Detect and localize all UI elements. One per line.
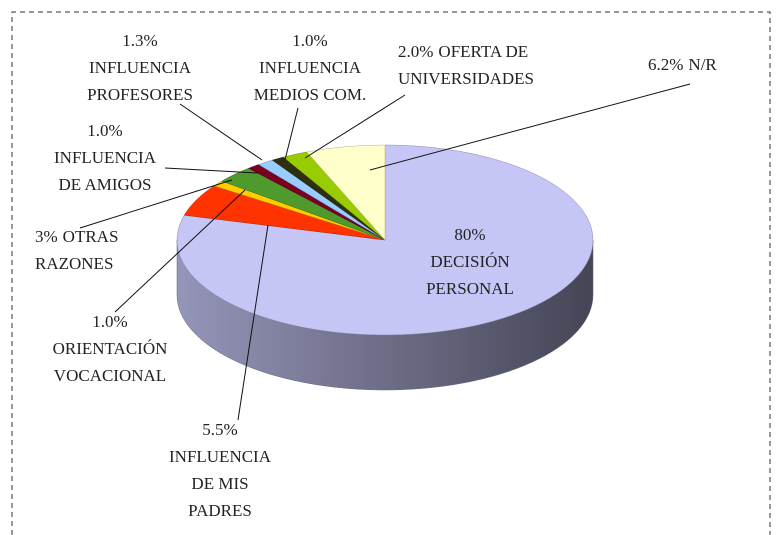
category-label: N/R — [688, 55, 717, 74]
category-label: ORIENTACIÓN VOCACIONAL — [53, 339, 168, 385]
category-label: INFLUENCIA DE MIS PADRES — [169, 447, 272, 520]
category-label: INFLUENCIA DE AMIGOS — [54, 148, 157, 194]
value-label: 5.5% — [202, 420, 237, 439]
value-label: 6.2% — [648, 55, 683, 74]
leader-line — [164, 167, 259, 174]
value-label: 1.0% — [92, 312, 127, 331]
leader-line — [304, 94, 406, 159]
category-label: OFERTA DE UNIVERSIDADES — [398, 42, 534, 88]
category-label: OTRAS RAZONES — [35, 227, 118, 273]
chart-border — [11, 11, 771, 535]
leader-line — [284, 107, 299, 161]
value-label: 80% — [454, 225, 485, 244]
value-label: 1.3% — [122, 31, 157, 50]
leader-line — [237, 224, 269, 421]
leader-line — [179, 103, 263, 161]
category-label: INFLUENCIA MEDIOS COM. — [254, 58, 366, 104]
category-label: DECISIÓN PERSONAL — [426, 252, 514, 298]
value-label: 3% — [35, 227, 58, 246]
slice — [306, 144, 386, 241]
leader-line — [114, 189, 246, 313]
leader-line — [79, 179, 233, 229]
value-label: 2.0% — [398, 42, 433, 61]
category-label: INFLUENCIA PROFESORES — [87, 58, 193, 104]
value-label: 1.0% — [292, 31, 327, 50]
leader-line — [369, 83, 691, 171]
value-label: 1.0% — [87, 121, 122, 140]
